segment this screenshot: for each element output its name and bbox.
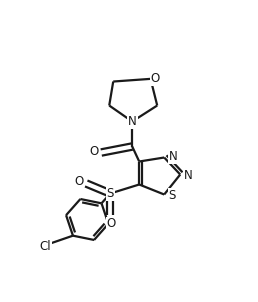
Text: N: N xyxy=(169,150,178,163)
Text: S: S xyxy=(168,189,176,202)
Text: N: N xyxy=(184,169,192,182)
Text: O: O xyxy=(74,175,83,188)
Text: Cl: Cl xyxy=(39,240,51,253)
Text: O: O xyxy=(151,72,160,85)
Text: N: N xyxy=(128,115,136,128)
Text: S: S xyxy=(107,187,114,200)
Text: O: O xyxy=(107,217,116,230)
Text: O: O xyxy=(89,145,98,158)
